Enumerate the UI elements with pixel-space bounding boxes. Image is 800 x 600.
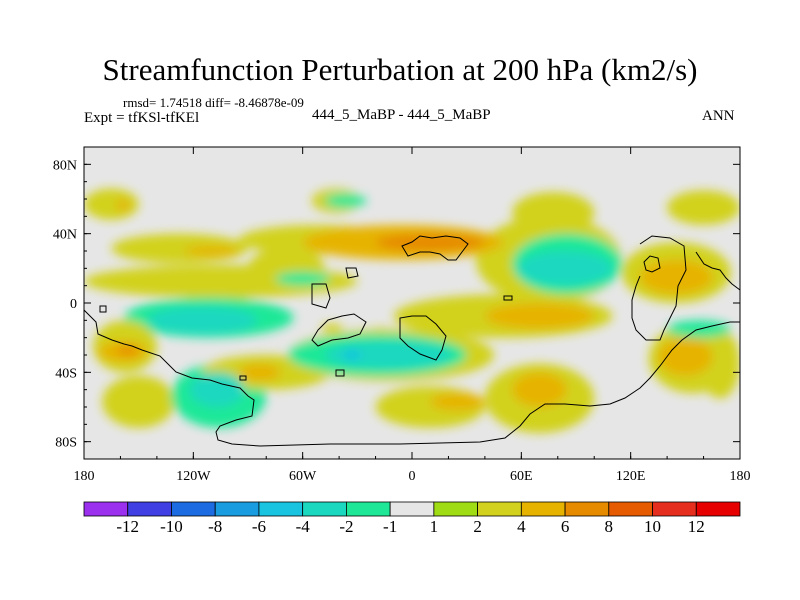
colorbar-box <box>695 501 741 517</box>
x-tick-label: 60E <box>510 469 533 484</box>
coastline-africa <box>311 283 331 309</box>
contour-region-41 <box>699 329 740 399</box>
colorbar-box <box>127 501 172 517</box>
y-axis: 80N 40N 0 40S 80S <box>53 146 740 460</box>
x-tick-label: 120E <box>616 469 646 484</box>
contour-regions <box>84 188 740 434</box>
colorbar-label: 12 <box>688 517 705 536</box>
colorbar-label: -8 <box>208 517 222 536</box>
colorbar-label: 6 <box>561 517 570 536</box>
colorbar-box <box>171 501 216 517</box>
chart-title: Streamfunction Perturbation at 200 hPa (… <box>102 52 698 87</box>
x-tick-label: 60W <box>289 469 317 484</box>
coastline-pacific-islands <box>643 255 661 273</box>
contour-region-22 <box>238 363 281 382</box>
contour-region-43 <box>667 190 740 226</box>
contour-region-3 <box>184 245 239 257</box>
x-tick-label: 180 <box>730 469 751 484</box>
contour-region-36 <box>512 192 595 234</box>
coastline-island-d <box>335 369 345 377</box>
colorbar-box <box>214 501 260 517</box>
colorbar-box <box>520 501 566 517</box>
contour-region-44 <box>320 323 343 333</box>
contour-region-28 <box>430 393 485 411</box>
coastline-island-c <box>503 295 513 301</box>
coastline-island-e <box>239 375 247 381</box>
contour-region-1 <box>116 199 130 212</box>
y-tick-label: 80S <box>55 436 77 451</box>
contour-region-14 <box>147 306 258 335</box>
contour-region-0 <box>84 188 139 220</box>
experiment-label: Expt = tfKSl-tfKEl <box>84 110 200 126</box>
coastlines <box>84 235 740 447</box>
contour-region-20 <box>189 372 245 407</box>
colorbar-label: -6 <box>252 517 266 536</box>
contour-region-11 <box>275 271 330 286</box>
colorbar-label: 1 <box>430 517 439 536</box>
contour-region-26 <box>342 349 361 361</box>
coastline-east-pacific <box>631 235 687 341</box>
contour-region-32 <box>484 303 595 329</box>
contour-region-45 <box>375 327 385 333</box>
colorbar-box <box>345 501 391 517</box>
contour-region-18 <box>102 375 176 428</box>
coastline-east-asia <box>695 251 740 291</box>
colorbar-label: 8 <box>605 517 614 536</box>
contour-region-17 <box>116 346 139 355</box>
colorbar-label: -1 <box>383 517 397 536</box>
colorbar: -12 -10 -8 -6 -4 -2 -1 1 2 4 6 8 10 12 <box>83 501 741 536</box>
y-tick-label: 40N <box>53 228 77 243</box>
coastline-island-a <box>345 267 359 279</box>
coastline-indonesia <box>311 313 367 347</box>
colorbar-box <box>433 501 479 517</box>
runs-label: 444_5_MaBP - 444_5_MaBP <box>312 107 491 123</box>
colorbar-label: 10 <box>644 517 661 536</box>
colorbar-label: 2 <box>473 517 482 536</box>
contour-region-40 <box>658 337 713 376</box>
coastline-asia-north <box>401 235 469 261</box>
colorbar-box <box>389 501 435 517</box>
colorbar-box <box>477 501 522 517</box>
x-tick-label: 0 <box>409 469 416 484</box>
y-tick-label: 80N <box>53 158 77 173</box>
coastline-island-b <box>99 305 107 313</box>
contour-region-38 <box>639 259 713 295</box>
contour-region-9 <box>324 193 367 208</box>
x-tick-label: 120W <box>176 469 211 484</box>
colorbar-box <box>258 501 304 517</box>
y-tick-label: 40S <box>55 366 77 381</box>
colorbar-label: -4 <box>296 517 311 536</box>
colorbar-box <box>564 501 610 517</box>
colorbar-box <box>652 501 697 517</box>
colorbar-label: -2 <box>339 517 353 536</box>
x-tick-label: 180 <box>74 469 95 484</box>
contour-region-25 <box>324 341 453 369</box>
colorbar-label: 4 <box>517 517 526 536</box>
colorbar-label: -12 <box>116 517 139 536</box>
contour-region-35 <box>517 251 613 286</box>
coastline-mideast <box>399 315 447 361</box>
coastline-south-america <box>84 309 740 447</box>
period-label: ANN <box>702 108 735 124</box>
stats-label: rmsd= 1.74518 diff= -8.46878e-09 <box>123 95 304 110</box>
colorbar-label: -10 <box>160 517 183 536</box>
contour-region-30 <box>512 372 567 407</box>
colorbar-box <box>302 501 347 517</box>
colorbar-box <box>608 501 653 517</box>
x-axis: 180 120W 60W 0 60E 120E 180 <box>74 147 751 484</box>
contour-region-6 <box>375 233 485 251</box>
y-tick-label: 0 <box>70 297 77 312</box>
colorbar-box <box>83 501 129 517</box>
